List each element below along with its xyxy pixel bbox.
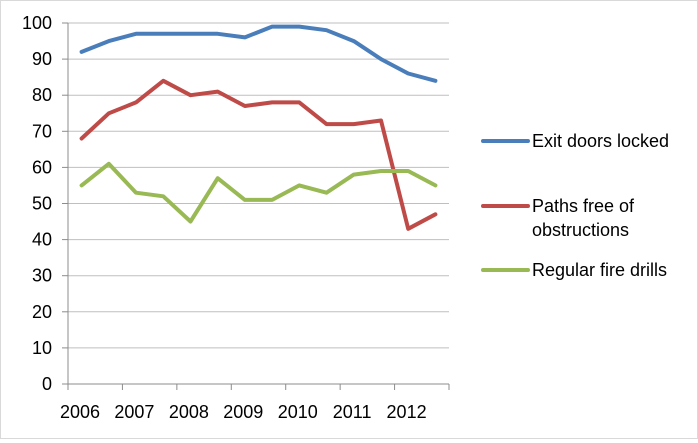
y-tick-label-80: 80 bbox=[32, 85, 52, 105]
legend-label-2: Paths free of obstructions bbox=[532, 196, 635, 240]
x-axis-tick-labels: 2006 2007 2008 2009 2010 2011 2012 bbox=[60, 402, 427, 422]
series-line-3 bbox=[79, 161, 438, 224]
y-tick-label-10: 10 bbox=[32, 338, 52, 358]
y-tick-label-50: 50 bbox=[32, 194, 52, 214]
x-tick-label-2009: 2009 bbox=[223, 402, 263, 422]
x-tick-label-2007: 2007 bbox=[114, 402, 154, 422]
y-tick-label-0: 0 bbox=[42, 374, 52, 394]
y-tick-label-30: 30 bbox=[32, 266, 52, 286]
x-tick-label-2012: 2012 bbox=[387, 402, 427, 422]
x-tick-label-2011: 2011 bbox=[333, 402, 372, 422]
axes bbox=[62, 22, 450, 390]
legend-label-1: Exit doors locked bbox=[532, 131, 669, 151]
legend-item-3: Regular fire drills bbox=[481, 260, 667, 280]
gridlines bbox=[68, 22, 449, 349]
y-tick-label-70: 70 bbox=[32, 121, 52, 141]
y-tick-label-40: 40 bbox=[32, 230, 52, 250]
legend-label-3: Regular fire drills bbox=[532, 260, 667, 280]
y-axis-tick-labels: 0 10 20 30 40 50 60 70 80 90 100 bbox=[22, 13, 52, 394]
series-lines bbox=[79, 24, 438, 231]
series-line-2 bbox=[79, 78, 438, 231]
x-tick-label-2010: 2010 bbox=[278, 402, 318, 422]
legend-item-1: Exit doors locked bbox=[481, 131, 669, 151]
x-tick-label-2006: 2006 bbox=[60, 402, 100, 422]
series-line-1 bbox=[79, 24, 438, 83]
y-tick-label-60: 60 bbox=[32, 157, 52, 177]
y-tick-label-20: 20 bbox=[32, 302, 52, 322]
legend: Exit doors locked Paths free of obstructio… bbox=[481, 131, 669, 280]
legend-item-2: Paths free of obstructions bbox=[481, 196, 635, 240]
y-tick-label-100: 100 bbox=[22, 13, 52, 33]
x-tick-label-2008: 2008 bbox=[169, 402, 209, 422]
y-tick-label-90: 90 bbox=[32, 49, 52, 69]
